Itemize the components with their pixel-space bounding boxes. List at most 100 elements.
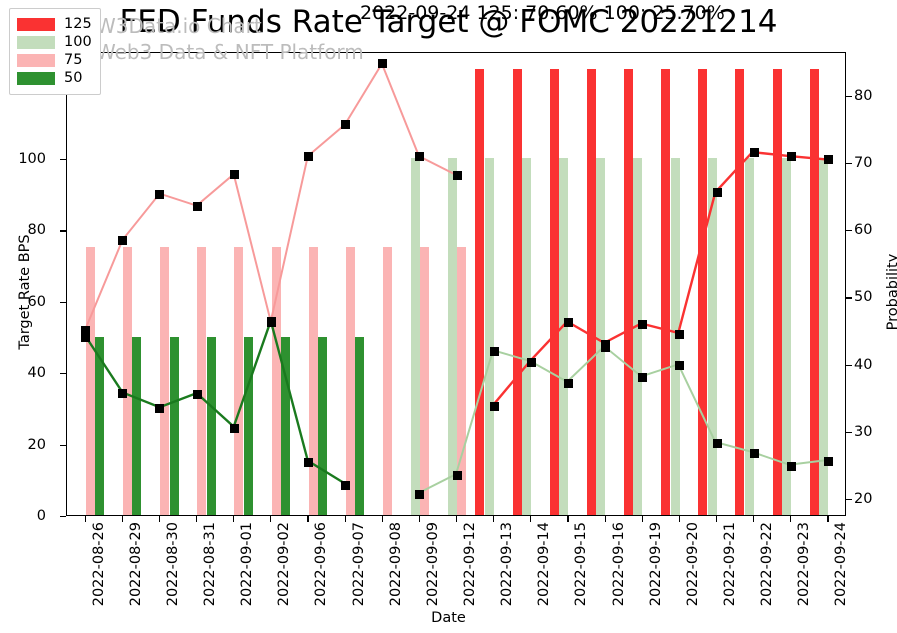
bar-100-2022-09-15 [559, 158, 569, 515]
bar-50-2022-08-29 [132, 336, 142, 515]
data-point-marker [452, 170, 462, 180]
bar-75-2022-09-01 [234, 247, 244, 515]
x-tick-mark [381, 516, 383, 522]
data-point-marker [712, 188, 722, 198]
line-series-50 [84, 316, 346, 485]
y-tick-mark-right [846, 499, 852, 501]
line-series-75 [84, 61, 457, 330]
bar-125-2022-09-15 [549, 68, 559, 515]
x-tick-label: 2022-08-29 [127, 522, 144, 607]
data-point-marker [563, 378, 573, 388]
data-point-marker [489, 347, 499, 357]
x-tick-label: 2022-09-19 [647, 522, 664, 607]
y-tick-label: 80 [27, 222, 46, 239]
legend-item-125[interactable]: 125 [17, 16, 92, 33]
x-tick-mark [493, 516, 495, 522]
bar-50-2022-08-26 [95, 336, 105, 515]
data-point-marker [638, 373, 648, 383]
legend-item-label: 50 [64, 70, 83, 87]
legend-item-label: 75 [64, 52, 83, 69]
bar-100-2022-09-09 [410, 158, 420, 515]
y-tick-label: 20 [27, 436, 46, 453]
bar-125-2022-09-14 [512, 68, 522, 515]
y-tick-mark [60, 373, 66, 375]
x-tick-label: 2022-09-22 [759, 522, 776, 607]
x-tick-label: 2022-08-30 [164, 522, 181, 607]
x-tick-mark [307, 516, 309, 522]
bar-75-2022-08-31 [197, 247, 207, 515]
legend-item-50[interactable]: 50 [17, 70, 92, 87]
data-point-marker [378, 59, 388, 69]
x-tick-label: 2022-09-09 [424, 522, 441, 607]
bar-100-2022-09-22 [744, 158, 754, 515]
x-tick-label: 2022-09-14 [536, 522, 553, 607]
bar-125-2022-09-19 [623, 68, 633, 515]
y-tick-mark [60, 301, 66, 304]
data-point-marker [415, 152, 425, 162]
y-tick-label-right: 60 [854, 222, 873, 239]
y-tick-label: 60 [27, 293, 46, 310]
legend-swatch-icon [17, 18, 55, 31]
data-point-marker [675, 329, 685, 339]
x-tick-label: 2022-09-01 [239, 522, 256, 607]
x-tick-mark [567, 516, 569, 522]
lines-layer [84, 61, 827, 494]
bar-100-2022-09-14 [522, 158, 532, 515]
plot-area [66, 52, 846, 516]
bar-125-2022-09-21 [698, 68, 708, 515]
x-tick-label: 2022-09-20 [684, 522, 701, 607]
legend-swatch-icon [17, 72, 55, 85]
y-tick-label-right: 80 [854, 87, 873, 104]
data-point-marker [341, 120, 351, 130]
data-point-marker [823, 155, 833, 165]
data-point-marker [303, 152, 313, 162]
bar-100-2022-09-20 [670, 158, 680, 515]
legend-item-label: 100 [64, 34, 92, 51]
chart-legend[interactable]: 125 100 75 50 [9, 8, 101, 95]
line-series-100 [418, 344, 827, 494]
bar-100-2022-09-24 [819, 158, 829, 515]
y-tick-mark [60, 230, 66, 232]
x-tick-label: 2022-09-15 [573, 522, 590, 607]
data-point-marker [155, 189, 165, 199]
y-tick-mark [60, 516, 66, 518]
x-tick-label: 2022-09-16 [610, 522, 627, 607]
y-tick-mark [60, 159, 66, 161]
data-point-marker [712, 439, 722, 449]
y-tick-mark-right [846, 95, 852, 97]
x-tick-label: 2022-09-24 [833, 522, 850, 607]
annotation-text: 2022-09-24 125: 70.60% 100: 25.70% [360, 2, 725, 24]
bar-125-2022-09-22 [735, 68, 745, 515]
y-tick-mark-right [846, 230, 852, 232]
bar-75-2022-09-02 [271, 247, 281, 515]
x-tick-mark [604, 516, 606, 522]
data-point-marker [229, 423, 239, 433]
data-point-marker [415, 490, 425, 500]
data-point-marker [118, 389, 128, 399]
data-point-marker [192, 390, 202, 400]
data-point-marker [749, 449, 759, 459]
data-point-marker [675, 361, 685, 371]
bar-50-2022-09-01 [243, 336, 253, 515]
bar-100-2022-09-23 [782, 158, 792, 515]
x-tick-mark [753, 516, 755, 522]
bar-50-2022-08-31 [206, 336, 216, 515]
x-tick-mark [84, 516, 86, 522]
data-point-marker [823, 457, 833, 467]
x-tick-mark [418, 516, 421, 522]
line-series-125 [492, 150, 827, 406]
x-tick-label: 2022-09-23 [796, 522, 813, 607]
y-tick-label-right: 30 [854, 423, 873, 440]
legend-item-75[interactable]: 75 [17, 52, 92, 69]
bar-50-2022-09-07 [355, 336, 365, 515]
y-axis-label: Target Rate BPS [17, 234, 33, 350]
y-tick-mark-right [846, 297, 852, 299]
bar-125-2022-09-23 [772, 68, 782, 515]
data-point-marker [526, 357, 536, 367]
x-tick-label: 2022-08-31 [202, 522, 218, 607]
bar-75-2022-08-30 [160, 247, 170, 515]
legend-item-label: 125 [64, 16, 92, 33]
bar-125-2022-09-13 [475, 68, 485, 515]
x-tick-label: 2022-09-07 [350, 522, 367, 607]
legend-item-100[interactable]: 100 [17, 34, 92, 51]
